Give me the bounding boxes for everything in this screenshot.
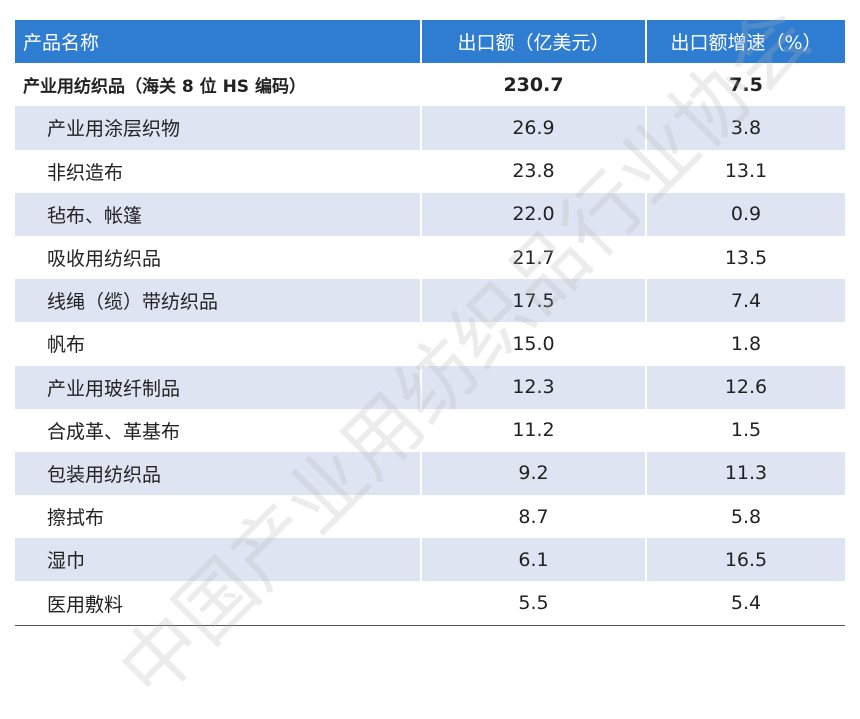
value-cell: 12.3 bbox=[420, 365, 645, 409]
value-cell: 12.6 bbox=[645, 365, 845, 409]
product-name: 线绳（缆）带纺织品 bbox=[47, 291, 219, 314]
value-cell: 23.8 bbox=[420, 149, 645, 193]
header-row: 产品名称 出口额（亿美元） 出口额增速（%） bbox=[15, 20, 845, 64]
value-cell: 230.7 bbox=[420, 63, 645, 107]
value-cell: 13.1 bbox=[645, 149, 845, 193]
value-cell: 22.0 bbox=[420, 192, 645, 236]
page: {"table": { "header": ["产品名称", "出口额（亿美元）… bbox=[15, 0, 845, 717]
value-cell: 11.3 bbox=[645, 451, 845, 496]
product-name: 非织造布 bbox=[47, 161, 124, 184]
table-row: 湿巾 6.1 16.5 bbox=[15, 538, 845, 582]
value-cell: 1.5 bbox=[645, 408, 845, 452]
value-cell: 15.0 bbox=[420, 322, 645, 366]
product-name: 包装用纺织品 bbox=[47, 463, 162, 486]
value-cell: 6.1 bbox=[420, 538, 645, 582]
value-cell: 9.2 bbox=[420, 451, 645, 496]
value-cell: 16.5 bbox=[645, 538, 845, 582]
product-name: 产业用纺织品（海关 8 位 HS 编码） bbox=[23, 77, 306, 98]
value-cell: 11.2 bbox=[420, 408, 645, 452]
product-name: 湿巾 bbox=[47, 550, 86, 573]
value-cell: 3.8 bbox=[645, 106, 845, 150]
value-cell: 7.5 bbox=[645, 63, 845, 107]
value-cell: 26.9 bbox=[420, 106, 645, 150]
product-name: 吸收用纺织品 bbox=[47, 248, 162, 271]
value-cell: 出口额增速（%） bbox=[645, 20, 845, 64]
product-name: 帆布 bbox=[47, 334, 86, 357]
product-name: 擦拭布 bbox=[47, 507, 105, 530]
table-row: 吸收用纺织品 21.7 13.5 bbox=[15, 235, 845, 280]
value-cell: 7.4 bbox=[645, 279, 845, 323]
value-cell: 出口额（亿美元） bbox=[420, 20, 645, 64]
product-name: 合成革、革基布 bbox=[47, 420, 181, 443]
table-row: 产业用涂层织物 26.9 3.8 bbox=[15, 106, 845, 150]
table-row: 合成革、革基布 11.2 1.5 bbox=[15, 408, 845, 452]
table-row: 产业用纺织品（海关 8 位 HS 编码） 230.7 7.5 bbox=[15, 63, 845, 107]
value-cell: 1.8 bbox=[645, 322, 845, 366]
value-cell: 5.5 bbox=[420, 581, 645, 625]
value-cell: 13.5 bbox=[645, 235, 845, 280]
value-cell: 5.8 bbox=[645, 495, 845, 539]
table-row: 包装用纺织品 9.2 11.3 bbox=[15, 451, 845, 496]
table-row: 帆布 15.0 1.8 bbox=[15, 322, 845, 366]
product-name: 毡布、帐篷 bbox=[47, 204, 143, 227]
value-cell: 8.7 bbox=[420, 495, 645, 539]
table-row: 产业用玻纤制品 12.3 12.6 bbox=[15, 365, 845, 409]
table-row: 线绳（缆）带纺织品 17.5 7.4 bbox=[15, 279, 845, 323]
table-row: 非织造布 23.8 13.1 bbox=[15, 149, 845, 193]
product-name: 医用敷料 bbox=[47, 593, 124, 616]
table-row: 擦拭布 8.7 5.8 bbox=[15, 495, 845, 539]
table-row: 医用敷料 5.5 5.4 bbox=[15, 581, 845, 626]
value-cell: 17.5 bbox=[420, 279, 645, 323]
product-name: 产品名称 bbox=[23, 32, 100, 55]
value-cell: 5.4 bbox=[645, 581, 845, 625]
value-cell: 0.9 bbox=[645, 192, 845, 236]
value-cell: 21.7 bbox=[420, 235, 645, 280]
product-name: 产业用涂层织物 bbox=[47, 118, 181, 141]
table-row: 毡布、帐篷 22.0 0.9 bbox=[15, 192, 845, 236]
table: 产品名称 出口额（亿美元） 出口额增速（%） 产业用纺织品（海关 8 位 HS 编码）… bbox=[15, 20, 845, 626]
product-name: 产业用玻纤制品 bbox=[47, 377, 181, 400]
